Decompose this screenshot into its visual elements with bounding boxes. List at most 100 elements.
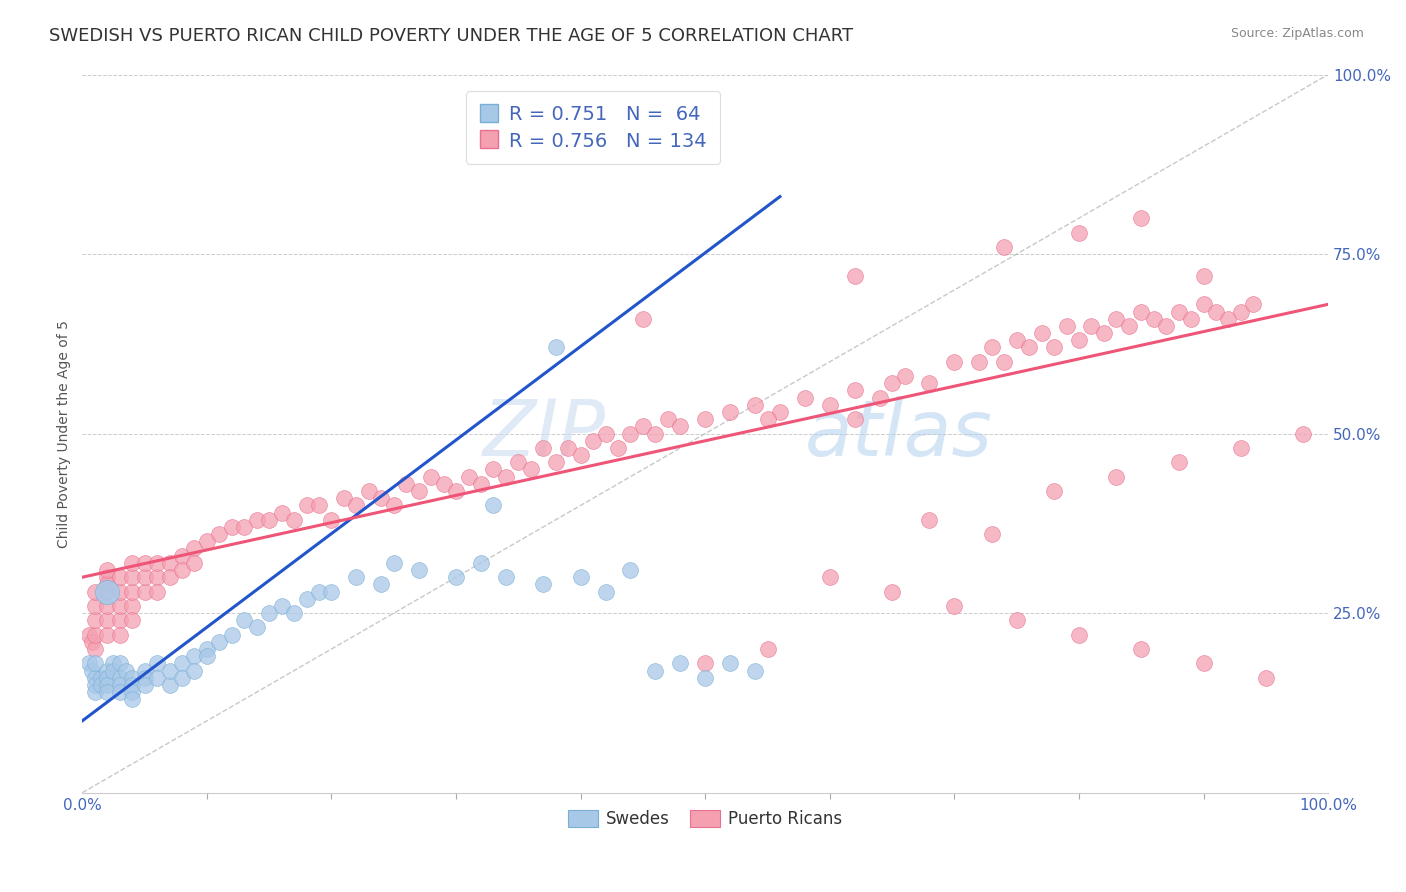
Point (195, 534, 218, 549)
Point (880, 376, 903, 391)
Point (508, 455, 530, 469)
Point (582, 434, 605, 448)
Point (146, 584, 169, 599)
Point (569, 448, 592, 462)
Point (495, 469, 517, 483)
Point (170, 657, 193, 671)
Point (83, 613, 105, 627)
Point (170, 563, 193, 577)
Point (96, 628, 118, 642)
Point (221, 628, 243, 642)
Point (1192, 268, 1215, 283)
Point (1067, 628, 1090, 642)
Point (457, 469, 479, 483)
Point (844, 384, 866, 398)
Point (644, 664, 666, 678)
Point (756, 642, 779, 657)
Point (77, 657, 100, 671)
Point (183, 541, 205, 556)
Point (993, 240, 1015, 254)
Point (769, 405, 792, 419)
Point (1130, 304, 1153, 318)
Point (1180, 311, 1202, 326)
Point (557, 441, 579, 455)
Point (96, 599, 118, 613)
Point (844, 412, 866, 426)
Point (96, 613, 118, 627)
Point (96, 570, 118, 584)
Point (283, 606, 305, 620)
Point (818, 570, 841, 584)
Point (619, 563, 641, 577)
Point (96, 577, 118, 591)
Point (108, 671, 131, 685)
Point (482, 499, 505, 513)
Point (1154, 318, 1177, 333)
Point (121, 613, 143, 627)
Point (121, 570, 143, 584)
Point (295, 499, 318, 513)
Point (257, 513, 280, 527)
Point (470, 476, 492, 491)
Point (134, 664, 156, 678)
Point (1230, 304, 1253, 318)
Point (432, 476, 454, 491)
Point (257, 606, 280, 620)
Point (208, 635, 231, 649)
Point (183, 556, 205, 570)
Point (595, 426, 617, 441)
Point (756, 412, 779, 426)
Point (1005, 613, 1028, 627)
Text: SWEDISH VS PUERTO RICAN CHILD POVERTY UNDER THE AGE OF 5 CORRELATION CHART: SWEDISH VS PUERTO RICAN CHILD POVERTY UN… (49, 27, 853, 45)
Text: ZIP: ZIP (482, 395, 606, 472)
Point (844, 268, 866, 283)
Point (108, 584, 131, 599)
Point (90, 671, 112, 685)
Point (695, 671, 717, 685)
Point (918, 376, 941, 391)
Point (96, 563, 118, 577)
Point (108, 628, 131, 642)
Point (869, 391, 891, 405)
Point (96, 584, 118, 599)
Point (344, 570, 367, 584)
Point (1067, 226, 1090, 240)
Point (1043, 340, 1066, 354)
Point (96, 671, 118, 685)
Point (159, 556, 181, 570)
Point (108, 570, 131, 584)
Point (103, 664, 125, 678)
Point (159, 570, 181, 584)
Point (195, 649, 218, 664)
Point (83, 628, 105, 642)
Point (121, 599, 143, 613)
Point (357, 483, 380, 498)
Point (82, 635, 104, 649)
Point (1130, 642, 1153, 657)
Point (121, 556, 143, 570)
Point (208, 527, 231, 541)
Point (134, 671, 156, 685)
Point (818, 398, 841, 412)
Y-axis label: Child Poverty Under the Age of 5: Child Poverty Under the Age of 5 (58, 319, 72, 548)
Point (90, 678, 112, 692)
Point (1167, 304, 1189, 318)
Point (718, 405, 741, 419)
Point (482, 462, 505, 476)
Point (1031, 326, 1053, 340)
Point (1241, 297, 1264, 311)
Point (1056, 318, 1078, 333)
Point (1205, 304, 1227, 318)
Point (96, 685, 118, 699)
Point (969, 355, 991, 369)
Point (321, 513, 343, 527)
Point (1192, 657, 1215, 671)
Point (83, 599, 105, 613)
Point (108, 685, 131, 699)
Point (880, 584, 903, 599)
Point (170, 549, 193, 563)
Point (744, 664, 766, 678)
Point (657, 412, 679, 426)
Point (134, 556, 156, 570)
Point (83, 671, 105, 685)
